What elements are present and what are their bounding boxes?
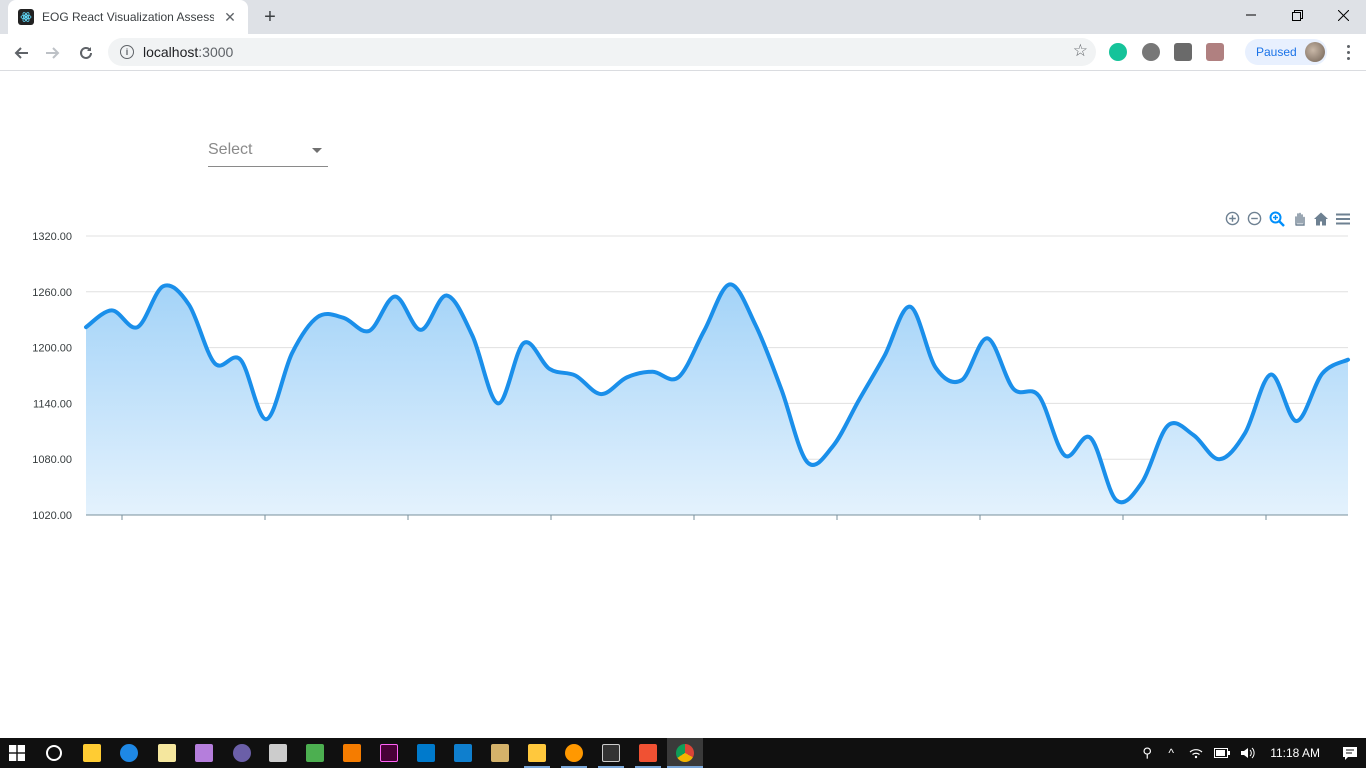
extension-g-icon[interactable]: [1174, 43, 1192, 61]
series-line: [84, 282, 1350, 505]
menu-icon[interactable]: [1334, 210, 1351, 227]
taskbar-active-indicator: [561, 766, 587, 768]
git-icon[interactable]: [639, 744, 657, 762]
y-tick-label: 1020.00: [32, 510, 72, 522]
grammarly-extension-icon[interactable]: [1109, 43, 1127, 61]
line-chart[interactable]: 1320.00 1260.00 1200.00 1140.00 1080.00 1020.…: [0, 222, 1366, 527]
browser-tab[interactable]: EOG React Visualization Assessm ✕: [8, 0, 248, 34]
eclipse-icon[interactable]: [233, 744, 251, 762]
y-tick-label: 1200.00: [32, 343, 72, 355]
chevron-up-icon[interactable]: ^: [1168, 746, 1174, 760]
store-icon[interactable]: [83, 744, 101, 762]
url-host: localhost: [143, 44, 199, 60]
bookmark-star-icon[interactable]: ☆: [1072, 41, 1088, 60]
series-area-fill: [86, 284, 1348, 515]
chrome-taskbar-button[interactable]: [667, 738, 703, 768]
close-window-button[interactable]: [1320, 0, 1366, 30]
pdf-extension-icon[interactable]: [1206, 43, 1224, 61]
taskbar-active-indicator: [667, 766, 703, 768]
cortana-search-icon[interactable]: [45, 744, 63, 762]
zoom-in-icon[interactable]: [1224, 210, 1241, 227]
y-tick-label: 1260.00: [32, 287, 72, 299]
vscode-icon[interactable]: [417, 744, 435, 762]
chrome-icon: [676, 744, 694, 762]
zoom-out-icon[interactable]: [1246, 210, 1263, 227]
taskbar-active-indicator: [524, 766, 550, 768]
extension-circle-icon[interactable]: [1142, 43, 1160, 61]
select-placeholder: Select: [208, 141, 253, 158]
new-tab-button[interactable]: +: [264, 6, 276, 28]
pan-icon[interactable]: [1290, 210, 1307, 227]
avatar: [1304, 42, 1325, 62]
profile-paused-button[interactable]: Paused: [1245, 39, 1327, 65]
tab-bar: EOG React Visualization Assessm ✕ +: [0, 0, 1366, 34]
site-info-icon[interactable]: i: [120, 45, 134, 59]
windows-taskbar: ⚲ ^ 11:18 AM: [0, 738, 1366, 768]
edge-browser-icon[interactable]: [120, 744, 138, 762]
file-explorer-icon[interactable]: [528, 744, 546, 762]
url-port: :3000: [198, 44, 234, 60]
chart-toolbar: [1224, 210, 1351, 228]
taskbar-active-indicator: [598, 766, 624, 768]
people-icon[interactable]: ⚲: [1142, 745, 1152, 760]
sticky-notes-icon[interactable]: [158, 744, 176, 762]
profile-status: Paused: [1256, 45, 1297, 59]
y-tick-label: 1140.00: [33, 398, 72, 410]
sublime-text-icon[interactable]: [343, 744, 361, 762]
restore-button[interactable]: [1274, 0, 1320, 30]
forward-button[interactable]: [40, 40, 66, 66]
tab-title: EOG React Visualization Assessm: [42, 10, 214, 24]
windows-start-icon[interactable]: [9, 745, 27, 763]
taskbar-active-indicator: [635, 766, 661, 768]
react-favicon-icon: [18, 9, 34, 25]
reset-zoom-home-icon[interactable]: [1312, 210, 1329, 227]
browser-menu-icon[interactable]: [1338, 42, 1358, 62]
back-button[interactable]: [8, 40, 34, 66]
volume-icon[interactable]: [1236, 746, 1260, 760]
metric-select[interactable]: Select: [208, 138, 328, 167]
system-tray: ⚲ ^ 11:18 AM: [1136, 738, 1366, 768]
paint-icon[interactable]: [269, 744, 287, 762]
address-bar[interactable]: i localhost:3000 ☆: [108, 38, 1096, 66]
wifi-icon[interactable]: [1184, 746, 1208, 760]
onenote-icon[interactable]: [195, 744, 213, 762]
battery-icon[interactable]: [1208, 746, 1236, 760]
y-tick-label: 1080.00: [32, 454, 72, 466]
x-axis: [86, 514, 1348, 520]
dropdown-arrow-icon: [312, 148, 322, 153]
y-axis: 1320.00 1260.00 1200.00 1140.00 1080.00 1020.…: [32, 231, 72, 522]
notifications-icon[interactable]: [1334, 738, 1366, 768]
minimize-button[interactable]: [1228, 0, 1274, 30]
tab-close-icon[interactable]: ✕: [224, 8, 236, 25]
adobe-xd-icon[interactable]: [380, 744, 398, 762]
command-prompt-icon[interactable]: [602, 744, 620, 762]
uipath-icon[interactable]: [454, 744, 472, 762]
snipping-tool-icon[interactable]: [491, 744, 509, 762]
window-controls: [1228, 0, 1366, 30]
selection-zoom-icon[interactable]: [1268, 210, 1285, 227]
y-tick-label: 1320.00: [32, 231, 72, 243]
xampp-icon[interactable]: [565, 744, 583, 762]
taskbar-clock[interactable]: 11:18 AM: [1270, 746, 1320, 760]
browser-toolbar: i localhost:3000 ☆ Paused: [0, 34, 1366, 71]
remote-desktop-icon[interactable]: [306, 744, 324, 762]
reload-button[interactable]: [73, 40, 99, 66]
